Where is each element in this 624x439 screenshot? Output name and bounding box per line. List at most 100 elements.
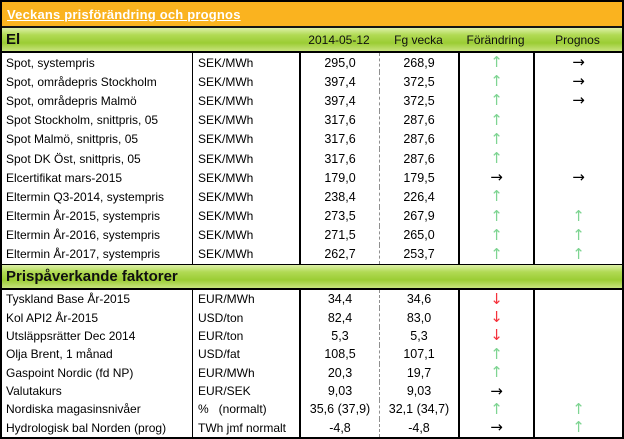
change-cell: ↑ xyxy=(458,345,533,364)
row-label: Eltermin År-2017, systempris xyxy=(6,247,161,262)
forecast-cell: ↑ xyxy=(533,418,622,437)
forecast-cell xyxy=(533,290,622,309)
table-row: Gaspoint Nordic (fd NP) EUR/MWh 20,3 19,7 ↑ xyxy=(2,363,622,382)
row-label: Spot, områdepris Stockholm xyxy=(6,74,157,89)
up-arrow-icon: ↑ xyxy=(490,363,503,382)
up-arrow-icon: ↑ xyxy=(572,244,585,263)
change-cell: ↑ xyxy=(458,400,533,419)
forecast-cell: ↑ xyxy=(533,244,622,265)
right-arrow-icon: → xyxy=(572,91,585,110)
change-cell: ↑ xyxy=(458,206,533,226)
up-arrow-icon: ↑ xyxy=(572,225,585,244)
column-header-change: Förändring xyxy=(466,32,525,47)
table-row: Tyskland Base År-2015 EUR/MWh 34,4 34,6 ↓ xyxy=(2,290,622,309)
current-value: 295,0 xyxy=(299,53,379,73)
table-row: Eltermin År-2017, systempris SEK/MWh 262,7… xyxy=(2,244,622,265)
previous-value: 372,5 xyxy=(379,91,458,111)
current-value: 9,03 xyxy=(299,381,379,401)
current-value: 5,3 xyxy=(299,326,379,346)
row-unit: EUR/MWh xyxy=(192,363,299,382)
previous-value: 9,03 xyxy=(379,381,458,401)
forecast-cell: → xyxy=(533,72,622,92)
change-cell: → xyxy=(458,381,533,401)
row-label: Spot, områdepris Malmö xyxy=(6,93,137,108)
up-arrow-icon: ↑ xyxy=(490,149,503,168)
row-label: Spot Stockholm, snittpris, 05 xyxy=(6,113,159,128)
current-value: 397,4 xyxy=(299,91,379,111)
table-row: Spot, systempris SEK/MWh 295,0 268,9 ↑ → xyxy=(2,53,622,73)
right-arrow-icon: → xyxy=(490,381,503,400)
row-label: Hydrologisk bal Norden (prog) xyxy=(6,420,167,435)
current-value: 20,3 xyxy=(299,363,379,382)
table-row: Eltermin Q3-2014, systempris SEK/MWh 238,4… xyxy=(2,187,622,207)
table-row: Nordiska magasinsnivåer % (normalt) 35,6 (… xyxy=(2,400,622,419)
down-arrow-icon: ↓ xyxy=(490,308,503,327)
up-arrow-icon: ↑ xyxy=(490,129,503,148)
column-header-previous-week: Fg vecka xyxy=(394,32,443,47)
previous-value: 287,6 xyxy=(379,148,458,169)
row-unit: SEK/MWh xyxy=(192,187,299,207)
right-arrow-icon: → xyxy=(490,168,503,187)
forecast-cell xyxy=(533,363,622,382)
forecast-cell xyxy=(533,148,622,169)
up-arrow-icon: ↑ xyxy=(490,91,503,110)
previous-value: 34,6 xyxy=(379,290,458,309)
row-label: Olja Brent, 1 månad xyxy=(6,347,113,362)
forecast-cell xyxy=(533,345,622,364)
row-unit: SEK/MWh xyxy=(192,168,299,188)
section-header-el: El 2014-05-12 Fg vecka Förändring Progno… xyxy=(2,28,622,53)
forecast-cell: → xyxy=(533,91,622,111)
previous-value: 19,7 xyxy=(379,363,458,382)
current-value: 238,4 xyxy=(299,187,379,207)
row-unit: SEK/MWh xyxy=(192,53,299,73)
table-row: Hydrologisk bal Norden (prog) TWh jmf nor… xyxy=(2,418,622,437)
up-arrow-icon: ↑ xyxy=(490,400,503,418)
previous-value: -4,8 xyxy=(379,418,458,437)
up-arrow-icon: ↑ xyxy=(490,110,503,129)
current-value: 35,6 (37,9) xyxy=(299,400,379,419)
change-cell: ↓ xyxy=(458,326,533,346)
section-header-faktorer: Prispåverkande faktorer xyxy=(2,264,622,290)
current-value: 82,4 xyxy=(299,308,379,327)
current-value: -4,8 xyxy=(299,418,379,437)
current-value: 273,5 xyxy=(299,206,379,226)
change-cell: → xyxy=(458,418,533,437)
row-label: Spot DK Öst, snittpris, 05 xyxy=(6,151,141,166)
current-value: 179,0 xyxy=(299,168,379,188)
current-value: 397,4 xyxy=(299,72,379,92)
current-value: 317,6 xyxy=(299,129,379,149)
row-label: Tyskland Base År-2015 xyxy=(6,292,131,307)
change-cell: → xyxy=(458,168,533,188)
column-header-forecast: Prognos xyxy=(555,32,600,47)
previous-value: 265,0 xyxy=(379,225,458,245)
current-value: 317,6 xyxy=(299,110,379,130)
change-cell: ↑ xyxy=(458,72,533,92)
previous-value: 287,6 xyxy=(379,110,458,130)
up-arrow-icon: ↑ xyxy=(490,206,503,225)
previous-value: 5,3 xyxy=(379,326,458,346)
row-unit: SEK/MWh xyxy=(192,72,299,92)
up-arrow-icon: ↑ xyxy=(490,187,503,206)
previous-value: 372,5 xyxy=(379,72,458,92)
table-row: Spot Malmö, snittpris, 05 SEK/MWh 317,6 287… xyxy=(2,129,622,149)
forecast-cell xyxy=(533,129,622,149)
row-unit: USD/ton xyxy=(192,308,299,327)
up-arrow-icon: ↑ xyxy=(490,225,503,244)
previous-value: 267,9 xyxy=(379,206,458,226)
row-unit: SEK/MWh xyxy=(192,91,299,111)
table-row: Olja Brent, 1 månad USD/fat 108,5 107,1 ↑ xyxy=(2,345,622,364)
row-label: Spot Malmö, snittpris, 05 xyxy=(6,132,139,147)
table-row: Eltermin År-2015, systempris SEK/MWh 273,5… xyxy=(2,206,622,226)
row-label: Valutakurs xyxy=(6,384,62,399)
change-cell: ↓ xyxy=(458,290,533,309)
previous-value: 287,6 xyxy=(379,129,458,149)
forecast-cell: ↑ xyxy=(533,400,622,419)
row-unit: SEK/MWh xyxy=(192,110,299,130)
forecast-cell: → xyxy=(533,53,622,73)
row-unit: SEK/MWh xyxy=(192,129,299,149)
row-unit: EUR/SEK xyxy=(192,381,299,401)
change-cell: ↑ xyxy=(458,110,533,130)
change-cell: ↑ xyxy=(458,363,533,382)
up-arrow-icon: ↑ xyxy=(490,345,503,363)
